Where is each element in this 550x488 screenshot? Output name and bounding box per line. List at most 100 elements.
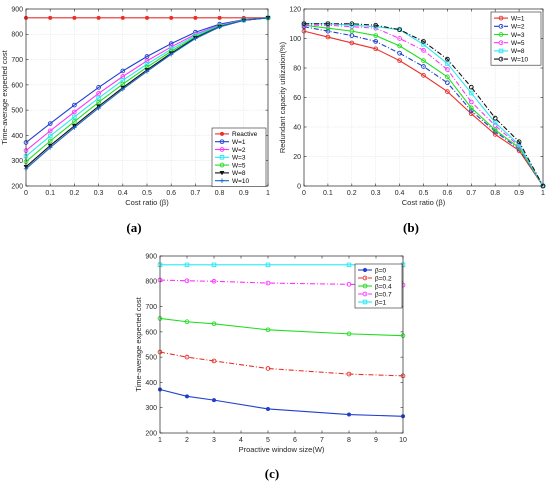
legend: W=1 W=2W=3W=5W=8W=10 xyxy=(490,11,542,66)
legend-box xyxy=(490,11,542,66)
data-point xyxy=(47,121,53,126)
y-tick-label: 900 xyxy=(11,6,23,13)
legend-marker xyxy=(362,275,368,281)
legend-label: β=0.2 xyxy=(375,275,392,282)
legend-label: W=1 xyxy=(511,15,525,22)
data-point xyxy=(144,54,150,59)
y-tick-label: 40 xyxy=(293,124,301,131)
data-point xyxy=(72,102,77,108)
data-point xyxy=(492,127,498,133)
data-point xyxy=(421,47,426,53)
x-tick-label: 0.8 xyxy=(215,190,225,197)
legend-label: W=3 xyxy=(232,155,246,162)
legend-label: W=2 xyxy=(511,24,525,31)
data-point xyxy=(265,406,270,411)
x-tick-label: 9 xyxy=(374,437,378,444)
series-w-2 xyxy=(301,24,546,189)
series-line xyxy=(159,317,404,337)
y-tick-label: 120 xyxy=(289,6,301,13)
data-point xyxy=(492,120,498,125)
data-point xyxy=(468,99,474,105)
data-point xyxy=(346,281,352,287)
x-tick-label: 0.8 xyxy=(490,190,500,197)
legend-marker xyxy=(498,48,504,54)
data-point xyxy=(325,34,331,40)
data-point xyxy=(445,89,450,94)
data-point xyxy=(184,354,190,360)
data-point xyxy=(397,50,402,56)
y-tick-label: 200 xyxy=(145,430,157,437)
data-point xyxy=(421,58,426,63)
data-point xyxy=(211,262,217,268)
data-point xyxy=(373,22,379,28)
data-point xyxy=(349,28,355,34)
data-point xyxy=(72,114,77,120)
legend-label: W=5 xyxy=(232,162,246,169)
data-point xyxy=(421,39,426,44)
chart-b: 0 0.1 0.2 0.3 0.4 0.5 0.6 0.7 0.8 0.9 1 0 20 40 60 80 10… xyxy=(278,6,546,235)
data-point xyxy=(265,366,271,371)
x-tick-label: 0.9 xyxy=(239,190,249,197)
legend: β=0β=0.2β=0.4β=0.7β=1 xyxy=(354,263,403,309)
series-line xyxy=(159,279,404,286)
legend-marker xyxy=(219,139,225,145)
legend-label: W=8 xyxy=(511,48,525,55)
x-tick-label: 0.5 xyxy=(419,190,429,197)
legend-marker xyxy=(219,162,225,168)
y-axis-label: Time-average expected cost xyxy=(134,296,143,391)
x-tick-label: 0.6 xyxy=(443,190,453,197)
data-point xyxy=(492,115,498,121)
data-point xyxy=(96,91,101,96)
data-point xyxy=(468,111,474,117)
legend-label: W=5 xyxy=(511,40,525,47)
legend-marker xyxy=(362,283,368,289)
x-tick-label: 0.2 xyxy=(70,190,80,197)
axes-frame xyxy=(25,8,269,187)
data-point xyxy=(445,61,450,66)
y-tick-label: 600 xyxy=(145,329,157,336)
x-tick-label: 0 xyxy=(24,190,28,197)
x-tick-label: 0.4 xyxy=(118,190,128,197)
data-point xyxy=(346,371,352,377)
data-point xyxy=(120,68,126,74)
data-point xyxy=(184,319,190,325)
x-tick-label: 0.3 xyxy=(371,190,381,197)
data-point xyxy=(468,108,474,114)
x-tick-label: 0.6 xyxy=(166,190,176,197)
series-line xyxy=(303,30,544,187)
x-tick-label: 7 xyxy=(320,437,324,444)
legend-marker xyxy=(220,131,225,136)
x-tick-label: 4 xyxy=(239,437,243,444)
y-tick-label: 700 xyxy=(145,304,157,311)
data-point xyxy=(47,128,53,134)
panel-label: (c) xyxy=(265,466,279,481)
x-tick-label: 2 xyxy=(185,437,189,444)
data-point xyxy=(468,84,474,90)
x-axis-label: Cost ratio (β) xyxy=(402,198,446,207)
legend-label: W=10 xyxy=(232,178,250,185)
data-point xyxy=(445,74,450,80)
x-tick-label: 0.5 xyxy=(142,190,152,197)
data-point xyxy=(346,331,352,337)
data-point xyxy=(144,69,150,74)
data-point xyxy=(184,262,190,268)
series-line xyxy=(304,23,544,187)
y-tick-label: 600 xyxy=(11,82,23,89)
x-tick-label: 1 xyxy=(541,190,545,197)
y-tick-label: 800 xyxy=(11,32,23,39)
x-tick-label: 8 xyxy=(347,437,351,444)
data-point xyxy=(325,25,331,31)
y-tick-label: 500 xyxy=(145,355,157,362)
legend-label: W=10 xyxy=(511,56,529,63)
data-point xyxy=(265,262,271,268)
y-tick-label: 0 xyxy=(297,183,301,190)
x-tick-label: 0.1 xyxy=(45,190,55,197)
data-point xyxy=(325,28,331,34)
y-tick-label: 300 xyxy=(145,405,157,412)
series-line xyxy=(304,24,544,187)
data-point xyxy=(492,123,498,128)
x-tick-label: 0.2 xyxy=(347,190,357,197)
series-line xyxy=(303,24,544,187)
y-tick-label: 900 xyxy=(145,253,157,260)
data-point xyxy=(373,33,379,38)
